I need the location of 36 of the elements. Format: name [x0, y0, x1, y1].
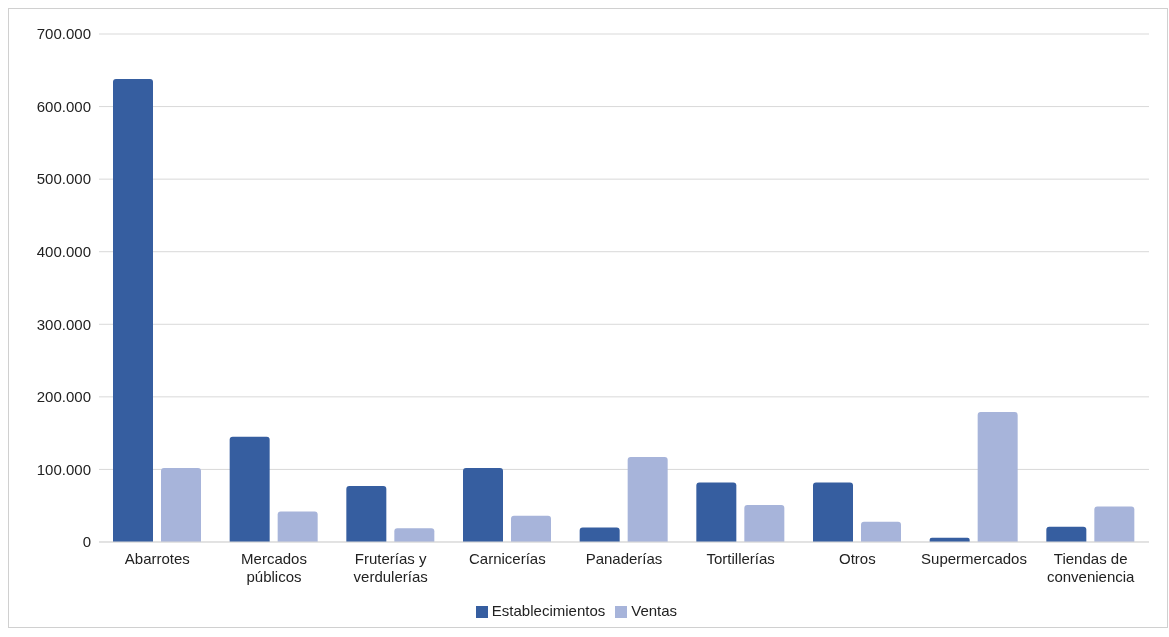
bar — [346, 486, 387, 542]
x-tick-label: Supermercados — [921, 550, 1027, 567]
legend-label: Ventas — [631, 602, 678, 619]
y-tick-label: 200.000 — [36, 388, 91, 406]
bar — [696, 482, 737, 542]
bar — [977, 412, 1018, 542]
x-tick-label: Carnicerías — [468, 550, 546, 567]
x-tick-label: Tortillerías — [706, 550, 775, 567]
bar — [161, 467, 201, 542]
bar — [744, 504, 785, 542]
y-tick-label: 600.000 — [36, 97, 91, 115]
bar — [511, 515, 551, 542]
bar — [813, 482, 853, 542]
legend-label: Establecimientos — [491, 602, 606, 619]
bar — [627, 457, 668, 542]
bar — [463, 467, 503, 542]
bar — [113, 78, 153, 542]
x-tick-label: Abarrotes — [124, 550, 190, 567]
bar — [1094, 506, 1135, 542]
bar — [229, 436, 270, 542]
bar — [277, 511, 318, 542]
y-tick-label: 300.000 — [36, 315, 91, 333]
y-tick-label: 500.000 — [36, 170, 91, 188]
y-tick-label: 400.000 — [36, 243, 91, 261]
y-tick-label: 100.000 — [36, 460, 91, 478]
bar — [579, 527, 620, 542]
bar — [861, 521, 901, 542]
x-tick-label: Panaderías — [585, 550, 663, 567]
y-tick-label: 700.000 — [36, 25, 91, 43]
x-tick-label: Tiendas de conveniencia — [1046, 550, 1136, 585]
x-tick-label: Otros — [838, 550, 876, 567]
x-tick-label: Fruterías y verdulerías — [353, 550, 428, 585]
y-tick-label: 0 — [82, 533, 91, 551]
x-tick-label: Mercados públicos — [241, 550, 307, 585]
bar — [1046, 526, 1087, 542]
bar — [394, 528, 435, 542]
